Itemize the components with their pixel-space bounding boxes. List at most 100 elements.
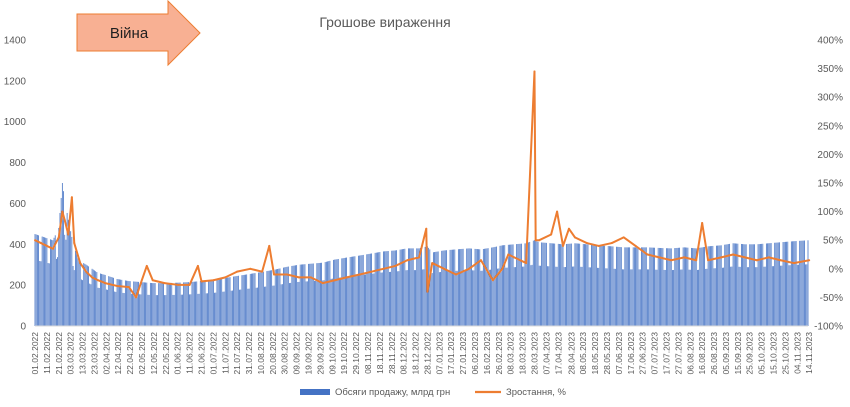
bar — [197, 293, 199, 326]
bar — [491, 247, 493, 326]
legend-swatch-bar — [300, 389, 330, 395]
bar — [117, 279, 119, 326]
bar — [119, 279, 120, 326]
bar — [653, 247, 654, 326]
war-annotation: Війна — [76, 0, 201, 67]
bar — [72, 265, 74, 326]
bar — [689, 269, 691, 326]
bar — [779, 242, 780, 326]
bar — [717, 245, 719, 326]
bar — [798, 264, 799, 326]
bar — [683, 247, 685, 326]
bar — [300, 264, 302, 326]
legend: Обсяги продажу, млрд грн Зростання, % — [300, 387, 566, 398]
x-tick-label: 28.05.2023 — [602, 332, 612, 375]
bar — [562, 244, 564, 326]
bar — [531, 264, 533, 326]
bar — [450, 249, 452, 326]
bar — [631, 269, 633, 326]
y-right-tick-label: 50% — [823, 236, 843, 247]
bar — [629, 247, 631, 326]
bar — [172, 294, 174, 326]
y-right-tick-label: 350% — [817, 64, 843, 75]
bar — [672, 270, 673, 326]
bar — [144, 282, 145, 326]
bar — [381, 272, 383, 326]
bar — [243, 274, 245, 326]
bar — [685, 247, 686, 326]
x-tick-label: 21.06.2022 — [196, 332, 206, 375]
bar — [308, 263, 309, 326]
bar — [277, 268, 278, 326]
y-right-tick-label: 100% — [817, 207, 843, 218]
bar — [355, 275, 357, 326]
bar — [59, 212, 61, 326]
bar — [286, 266, 288, 326]
bar — [560, 244, 562, 326]
y-left-tick-label: 0 — [20, 322, 26, 333]
bar — [71, 236, 73, 326]
bar — [545, 242, 547, 326]
bar — [327, 261, 328, 326]
growth-point — [670, 259, 673, 262]
bar — [91, 268, 93, 326]
x-tick-label: 28.03.2023 — [529, 332, 539, 375]
bar — [173, 294, 175, 326]
bar — [215, 292, 217, 326]
bar — [36, 234, 38, 326]
bar — [479, 249, 481, 326]
bar — [515, 267, 516, 326]
x-tick-label: 07.04.2023 — [541, 332, 551, 375]
bar — [147, 294, 149, 326]
y-left-tick-label: 400 — [9, 240, 26, 251]
bar — [651, 247, 653, 326]
growth-point — [426, 290, 429, 293]
bar — [497, 268, 499, 326]
bar — [506, 267, 508, 326]
bar — [499, 245, 501, 326]
bar — [254, 273, 256, 326]
bar — [749, 244, 751, 326]
bar — [58, 227, 60, 326]
bar — [318, 262, 320, 326]
growth-point — [646, 253, 649, 256]
bar — [223, 291, 225, 326]
bar — [610, 246, 611, 326]
bar — [85, 264, 87, 326]
bar — [416, 248, 418, 326]
growth-point — [534, 239, 537, 242]
x-tick-label: 11.02.2022 — [42, 332, 52, 374]
bar — [679, 247, 680, 326]
bar — [182, 294, 183, 326]
bar — [485, 248, 487, 326]
bar — [721, 267, 723, 326]
growth-point — [261, 270, 264, 273]
bar — [122, 292, 124, 326]
growth-point — [562, 244, 565, 247]
bar — [743, 244, 745, 326]
bar — [516, 244, 518, 326]
bar — [253, 273, 255, 326]
bar — [388, 271, 390, 326]
x-tick-label: 18.11.2022 — [375, 332, 385, 374]
bar — [549, 243, 551, 326]
bar — [750, 244, 752, 326]
growth-point — [73, 242, 76, 245]
bar — [383, 251, 384, 326]
bar — [594, 245, 596, 326]
bar — [189, 294, 190, 326]
growth-point — [345, 276, 348, 279]
bar — [217, 279, 219, 326]
x-tick-label: 19.09.2022 — [304, 332, 314, 375]
growth-point — [63, 219, 66, 222]
bar — [789, 265, 791, 326]
growth-point — [176, 283, 179, 286]
growth-point — [431, 262, 434, 265]
bar — [691, 247, 692, 326]
bar — [211, 280, 213, 326]
bar — [525, 243, 527, 326]
bar — [442, 250, 444, 326]
x-tick-label: 30.08.2022 — [280, 332, 290, 375]
bar — [526, 242, 528, 326]
legend-label-bar: Обсяги продажу, млрд грн — [335, 387, 450, 398]
